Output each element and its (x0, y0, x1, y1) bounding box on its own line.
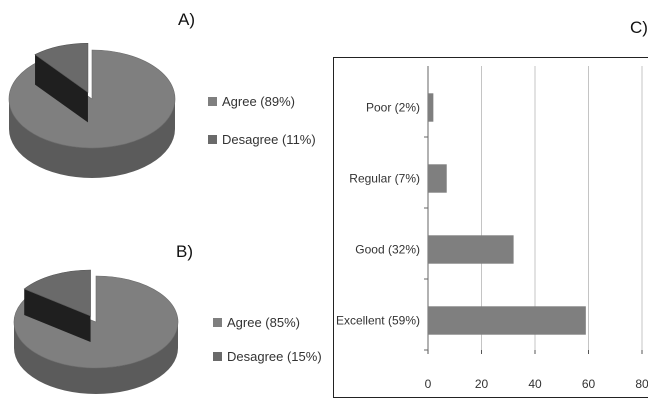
bar (428, 235, 514, 264)
legend-item-agree: Agree (89%) (208, 92, 316, 110)
pie-chart-a (8, 43, 176, 178)
bar (428, 93, 434, 122)
legend-swatch-desagree (208, 134, 217, 144)
pie-legend-a: Agree (89%) Desagree (11%) (208, 92, 316, 168)
panel-label-c: C) (630, 18, 648, 37)
legend-label-agree: Agree (85%) (227, 314, 300, 330)
pie-legend-b: Agree (85%) Desagree (15%) (213, 313, 322, 381)
legend-item-desagree: Desagree (15%) (213, 347, 322, 365)
x-tick-label: 80 (635, 377, 648, 391)
legend-item-desagree: Desagree (11%) (208, 130, 316, 148)
legend-item-agree: Agree (85%) (213, 313, 322, 331)
bar-chart: 0 20 40 60 80 Poor (2%) Regular (7%) Good (32%)… (336, 66, 648, 391)
legend-swatch-desagree (213, 351, 222, 361)
category-label: Good (32%) (355, 243, 420, 257)
bar (428, 164, 447, 193)
category-label: Poor (2%) (366, 101, 420, 115)
panel-label-b: B) (176, 242, 193, 261)
x-tick-label: 0 (425, 377, 432, 391)
x-tick-label: 60 (582, 377, 596, 391)
pie-slice-desagree (23, 269, 91, 317)
pie-slice-side-agree (14, 322, 178, 394)
pie-slice-desagree (34, 43, 89, 93)
bar-chart-frame: 0 20 40 60 80 Poor (2%) Regular (7%) Good (32%)… (333, 57, 648, 398)
pie-chart-b (13, 269, 179, 394)
pie-slice-agree (13, 275, 179, 369)
pie-slice-wall-desagree (24, 288, 91, 343)
panel-label-a: A) (178, 10, 195, 29)
category-label: Excellent (59%) (336, 314, 420, 328)
pie-slice-wall-desagree (35, 54, 88, 123)
x-tick-label: 20 (475, 377, 489, 391)
legend-label-desagree: Desagree (15%) (227, 348, 322, 364)
legend-label-agree: Agree (89%) (222, 93, 295, 109)
legend-swatch-agree (213, 317, 222, 327)
legend-label-desagree: Desagree (11%) (222, 131, 316, 147)
legend-swatch-agree (208, 96, 217, 106)
bar (428, 306, 586, 335)
category-label: Regular (7%) (349, 172, 420, 186)
pie-slice-agree (8, 49, 176, 149)
pie-slice-side-agree (9, 99, 175, 178)
x-tick-label: 40 (528, 377, 542, 391)
